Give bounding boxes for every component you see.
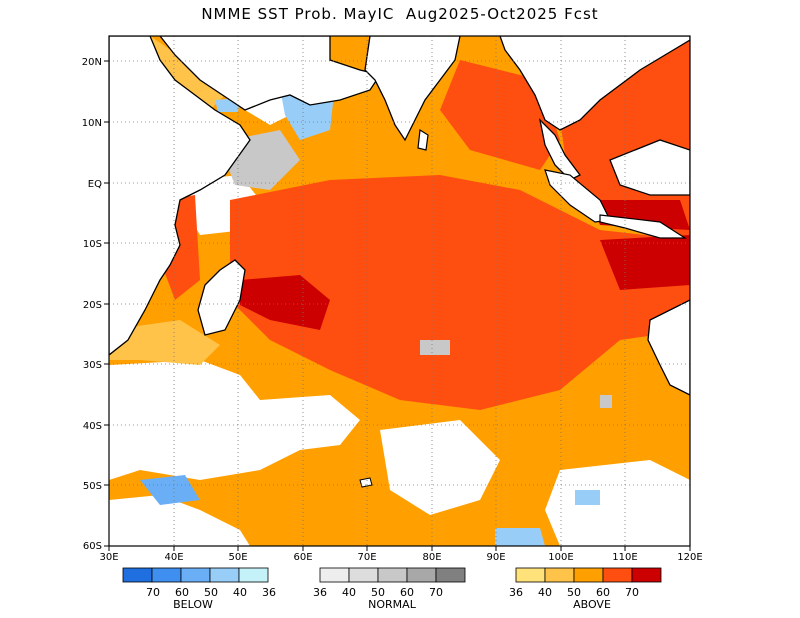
legend-below — [122, 567, 269, 583]
x-tick-label: 110E — [612, 552, 637, 563]
legend-swatch — [180, 567, 211, 583]
legend-label: 36 — [262, 586, 276, 599]
legend-normal — [319, 567, 466, 583]
southeast-asia-land — [499, 36, 690, 131]
legend-label: 40 — [538, 586, 552, 599]
legend-label: 60 — [596, 586, 610, 599]
above-70-area-southeast — [600, 235, 690, 290]
y-tick-label: 50S — [83, 481, 102, 492]
india-land — [364, 36, 461, 142]
legend-swatch — [319, 567, 350, 583]
java-land — [599, 214, 688, 239]
below-40-area-south — [495, 528, 545, 546]
legend-title-below: BELOW — [173, 598, 213, 611]
legend-above — [515, 567, 662, 583]
legend-title-above: ABOVE — [573, 598, 611, 611]
legend-label: 36 — [313, 586, 327, 599]
x-tick-label: 100E — [548, 552, 573, 563]
probability-field — [109, 36, 690, 546]
y-tick-label: 30S — [83, 360, 102, 371]
legend-swatch — [406, 567, 437, 583]
legend-label: 60 — [400, 586, 414, 599]
legend-label: 40 — [233, 586, 247, 599]
legend-label: 50 — [204, 586, 218, 599]
y-tick-label: 10N — [82, 118, 102, 129]
y-tick-label: 20N — [82, 57, 102, 68]
y-tick-label: 20S — [83, 300, 102, 311]
x-tick-label: 40E — [164, 552, 183, 563]
no-signal-area-southeast — [545, 460, 690, 546]
legend-label: 40 — [342, 586, 356, 599]
legend-swatch — [122, 567, 153, 583]
legend-swatch — [151, 567, 182, 583]
legend-swatch — [602, 567, 633, 583]
y-axis-labels: 20N 10N EQ 10S 20S 30S 40S 50S 60S — [82, 57, 102, 552]
below-40-area-southeast — [575, 490, 600, 505]
map-title: NMME SST Prob. MayIC Aug2025-Oct2025 Fcs… — [201, 5, 599, 23]
madagascar-land — [197, 259, 246, 336]
legend-label: 50 — [567, 586, 581, 599]
legend-swatch — [209, 567, 240, 583]
x-tick-label: 90E — [486, 552, 505, 563]
x-tick-label: 60E — [293, 552, 312, 563]
y-tick-label: 40S — [83, 421, 102, 432]
legend-swatch — [573, 567, 604, 583]
no-signal-area-bottom — [109, 495, 250, 546]
y-tick-label: 60S — [83, 541, 102, 552]
legend-swatch — [544, 567, 575, 583]
no-signal-area-southwest — [109, 360, 360, 480]
legend-title-normal: NORMAL — [368, 598, 416, 611]
x-tick-label: 70E — [357, 552, 376, 563]
above-70-area-mascarene — [240, 275, 330, 330]
legend-swatch — [515, 567, 546, 583]
normal-area-southeast — [600, 395, 612, 408]
normal-area-south-central — [420, 340, 450, 355]
legend-label: 70 — [146, 586, 160, 599]
legend-label: 70 — [625, 586, 639, 599]
legend-swatch — [377, 567, 408, 583]
y-tick-label: EQ — [88, 179, 102, 190]
x-tick-label: 50E — [228, 552, 247, 563]
legend-label: 70 — [429, 586, 443, 599]
below-50-area-southwest — [140, 475, 200, 505]
arabia-land — [159, 36, 382, 111]
sri-lanka-land — [417, 128, 429, 151]
above-40-area-south — [109, 320, 220, 365]
legend-label: 60 — [175, 586, 189, 599]
malay-peninsula-land — [538, 118, 581, 181]
legend-swatch — [348, 567, 379, 583]
x-tick-label: 80E — [422, 552, 441, 563]
kerguelen-land — [359, 477, 373, 488]
above-60-area-central — [230, 175, 690, 410]
australia-land — [647, 299, 690, 396]
x-tick-label: 30E — [99, 552, 118, 563]
borneo-land — [609, 139, 690, 196]
legend-label: 36 — [509, 586, 523, 599]
no-signal-area-south — [380, 420, 500, 515]
legend-swatch — [238, 567, 269, 583]
legend-swatch — [631, 567, 662, 583]
axis-ticks — [104, 60, 691, 551]
legend-swatch — [435, 567, 466, 583]
graticule — [109, 36, 690, 546]
legend-label: 50 — [371, 586, 385, 599]
x-axis-labels: 30E 40E 50E 60E 70E 80E 90E 100E 110E 12… — [99, 552, 702, 563]
y-tick-label: 10S — [83, 239, 102, 250]
africa-land — [109, 36, 251, 356]
x-tick-label: 120E — [677, 552, 702, 563]
map-frame — [108, 35, 691, 547]
